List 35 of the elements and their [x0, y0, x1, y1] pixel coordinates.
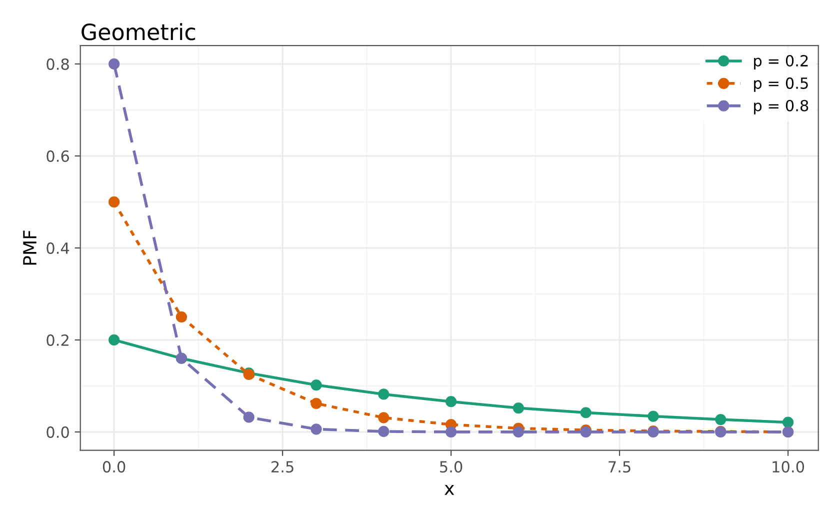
point [108, 58, 120, 70]
point [512, 426, 524, 438]
point [648, 410, 659, 422]
y-tick-label: 0.0 [46, 426, 69, 438]
point [782, 416, 794, 428]
x-tick-label: 0.0 [102, 461, 126, 473]
y-tick-label: 0.4 [46, 242, 70, 254]
point [378, 388, 390, 400]
point [580, 407, 592, 418]
point [445, 396, 457, 408]
point [243, 412, 254, 423]
point [512, 402, 524, 414]
point [445, 426, 457, 438]
y-tick-label: 0.2 [46, 334, 68, 346]
point [310, 379, 322, 391]
point [108, 334, 120, 346]
y-tick-label: 0.6 [46, 150, 69, 162]
legend-label: p = 0.2 [754, 54, 808, 70]
x-tick-label: 5.0 [440, 461, 462, 473]
x-tick-label: 7.5 [608, 461, 630, 473]
x-tick-label: 2.5 [272, 461, 294, 473]
chart-title: Geometric [82, 23, 196, 40]
point [310, 424, 322, 435]
point [310, 398, 322, 409]
point [108, 196, 120, 208]
legend-label: p = 0.8 [754, 100, 808, 114]
x-tick-label: 10.0 [772, 461, 804, 473]
y-tick-label: 0.8 [46, 58, 69, 70]
point [378, 412, 390, 424]
point [715, 414, 726, 426]
y-axis-title: PMF [23, 230, 36, 265]
point [176, 311, 188, 322]
point [378, 426, 390, 438]
legend-label: p = 0.5 [754, 77, 808, 92]
x-axis-title: x [444, 484, 454, 495]
